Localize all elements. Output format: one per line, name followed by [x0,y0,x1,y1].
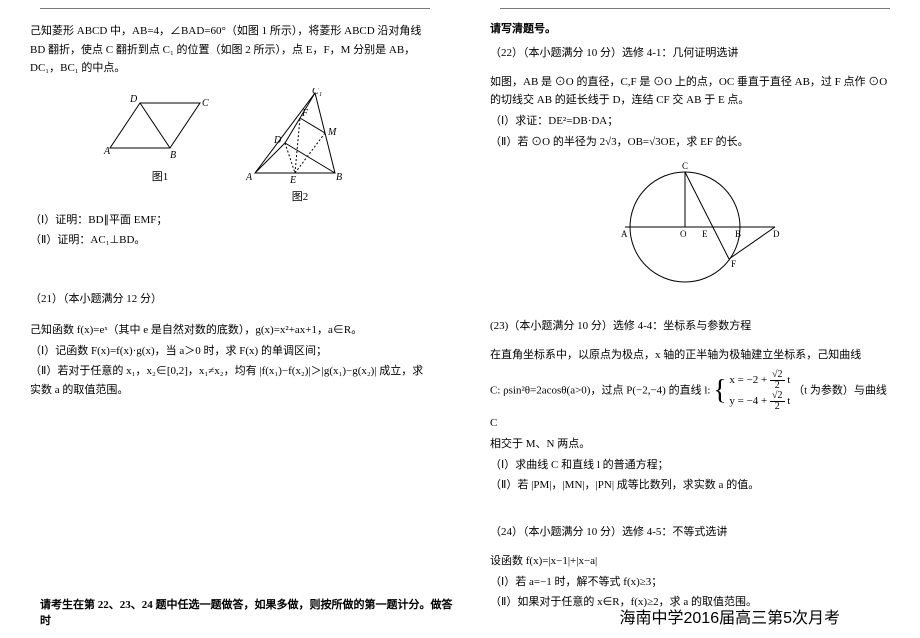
svg-text:E: E [702,229,708,239]
svg-text:A: A [245,172,253,183]
p19-l1: 己知菱形 ABCD 中，AB=4，∠BAD=60°（如图 1 所示），将菱形 A… [30,22,430,78]
figure-1-wrap: A B C D 图1 [100,88,220,207]
svg-text:F: F [301,108,309,119]
p23-head: (23)（本小题满分 10 分）选修 4-4：坐标系与参数方程 [490,317,890,336]
p21-head: （21）（本小题满分 12 分） [30,290,430,309]
p24-l2: （Ⅰ）若 a=−1 时，解不等式 f(x)≥3； [490,573,890,592]
svg-text:M: M [327,127,337,138]
footer-note: 请考生在第 22、23、24 题中任选一题做答，如果多做，则按所做的第一题计分。… [40,596,460,628]
eqx-text: x = −2 + [729,374,767,386]
p23-l2a: C: ρsin²θ=2acosθ(a>0)，过点 P(−2,−4) 的直线 l: [490,384,710,396]
p19-l3: （Ⅰ）证明：BD∥平面 EMF； [30,211,430,230]
top-rule-right [500,8,890,9]
right-column: 请写清题号。 （22）（本小题满分 10 分）选修 4-1：几何证明选讲 如图，… [460,0,920,638]
figure-1-svg: A B C D [100,88,220,168]
p19-l4: （Ⅱ）证明：AC₁⊥BD。 [30,231,430,250]
figures-row: A B C D 图1 [30,88,430,207]
p22-l2: （Ⅰ）求证：DE²=DB·DA； [490,112,890,131]
svg-text:A: A [103,146,111,157]
p22-l3: （Ⅱ）若 ⊙O 的半径为 2√3，OB=√3OE，求 EF 的长。 [490,133,890,152]
svg-text:A: A [621,229,628,239]
svg-text:C: C [682,161,688,171]
p21-l1: 己知函数 f(x)=eˣ（其中 e 是自然对数的底数），g(x)=x²+ax+1… [30,321,430,340]
p23-l1: 在直角坐标系中，以原点为极点，x 轴的正半轴为极轴建立坐标系，己知曲线 [490,346,890,365]
problem-21: （21）（本小题满分 12 分） 己知函数 f(x)=eˣ（其中 e 是自然对数… [30,290,430,399]
problem-22: （22）（本小题满分 10 分）选修 4-1：几何证明选讲 如图，AB 是 ⊙O… [490,44,890,297]
svg-text:D: D [773,229,780,239]
fig2-label: 图2 [240,188,360,207]
p22-circle-svg: A O E B D C F [585,157,795,297]
svg-text:E: E [289,175,296,186]
svg-text:D: D [273,135,282,146]
p23-l4: （Ⅰ）求曲线 C 和直线 l 的普通方程； [490,456,890,475]
p23-l5: （Ⅱ）若 |PM|，|MN|，|PN| 成等比数列，求实数 a 的值。 [490,476,890,495]
left-column: 己知菱形 ABCD 中，AB=4，∠BAD=60°（如图 1 所示），将菱形 A… [0,0,460,638]
p24-head: （24）（本小题满分 10 分）选修 4-5：不等式选讲 [490,523,890,542]
fig1-label: 图1 [100,168,220,187]
frac-2: √22 [770,391,785,412]
figure-2-svg: A B E D C₁ F M [240,88,360,188]
svg-text:B: B [735,229,741,239]
svg-text:B: B [170,150,176,161]
svg-text:C₁: C₁ [312,88,322,97]
p23-l3: 相交于 M、N 两点。 [490,435,890,454]
svg-text:O: O [680,229,687,239]
p21-l2: （Ⅰ）记函数 F(x)=f(x)·g(x)，当 a＞0 时，求 F(x) 的单调… [30,342,430,361]
page: 己知菱形 ABCD 中，AB=4，∠BAD=60°（如图 1 所示），将菱形 A… [0,0,920,638]
svg-text:C: C [202,98,209,109]
eq-x: x = −2 + √22 t [729,374,790,386]
problem-23: (23)（本小题满分 10 分）选修 4-4：坐标系与参数方程 在直角坐标系中，… [490,317,890,495]
p22-head: （22）（本小题满分 10 分）选修 4-1：几何证明选讲 [490,44,890,63]
top-right-note: 请写清题号。 [490,20,890,36]
frac-1: √22 [770,370,785,391]
problem-24: （24）（本小题满分 10 分）选修 4-5：不等式选讲 设函数 f(x)=|x… [490,523,890,612]
p22-l1: 如图，AB 是 ⊙O 的直径，C,F 是 ⊙O 上的点，OC 垂直于直径 AB，… [490,73,890,110]
eqy-text: y = −4 + [729,395,767,407]
eq-y: y = −4 + √22 t [729,395,790,407]
problem-19: 己知菱形 ABCD 中，AB=4，∠BAD=60°（如图 1 所示），将菱形 A… [30,22,430,250]
param-equations: x = −2 + √22 t y = −4 + √22 t [729,370,790,412]
p24-l1: 设函数 f(x)=|x−1|+|x−a| [490,552,890,571]
p23-l2: C: ρsin²θ=2acosθ(a>0)，过点 P(−2,−4) 的直线 l:… [490,367,890,433]
top-rule-left [40,8,430,9]
figure-2-wrap: A B E D C₁ F M 图2 [240,88,360,207]
svg-text:F: F [731,259,736,269]
brace-icon: { [713,375,726,406]
svg-text:D: D [129,94,138,105]
p21-l3: （Ⅱ）若对于任意的 x₁，x₂∈[0,2]，x₁≠x₂，均有 |f(x₁)−f(… [30,362,430,399]
exam-title: 海南中学2016届高三第5次月考 [620,604,841,628]
svg-text:B: B [336,172,342,183]
p22-figure-wrap: A O E B D C F [490,157,890,297]
